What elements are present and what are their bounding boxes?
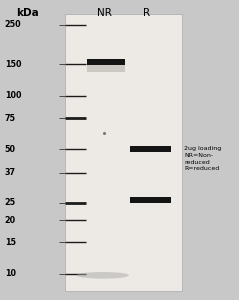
Text: 100: 100 bbox=[5, 91, 21, 100]
Bar bbox=[87, 65, 125, 72]
Text: 25: 25 bbox=[5, 198, 16, 207]
Text: 15: 15 bbox=[5, 238, 16, 247]
Bar bbox=[87, 59, 125, 65]
Bar bbox=[65, 14, 182, 291]
Text: 150: 150 bbox=[5, 60, 21, 69]
Text: 250: 250 bbox=[5, 20, 22, 29]
Text: 37: 37 bbox=[5, 168, 16, 177]
Bar bbox=[130, 197, 171, 203]
Text: 50: 50 bbox=[5, 145, 16, 154]
Text: NR: NR bbox=[97, 8, 111, 18]
Text: 20: 20 bbox=[5, 216, 16, 225]
Ellipse shape bbox=[76, 272, 129, 279]
Text: kDa: kDa bbox=[16, 8, 39, 17]
Text: R: R bbox=[143, 8, 151, 18]
Bar bbox=[130, 146, 171, 152]
Text: 75: 75 bbox=[5, 113, 16, 122]
Text: 10: 10 bbox=[5, 269, 16, 278]
Text: 2ug loading
NR=Non-
reduced
R=reduced: 2ug loading NR=Non- reduced R=reduced bbox=[184, 146, 221, 171]
